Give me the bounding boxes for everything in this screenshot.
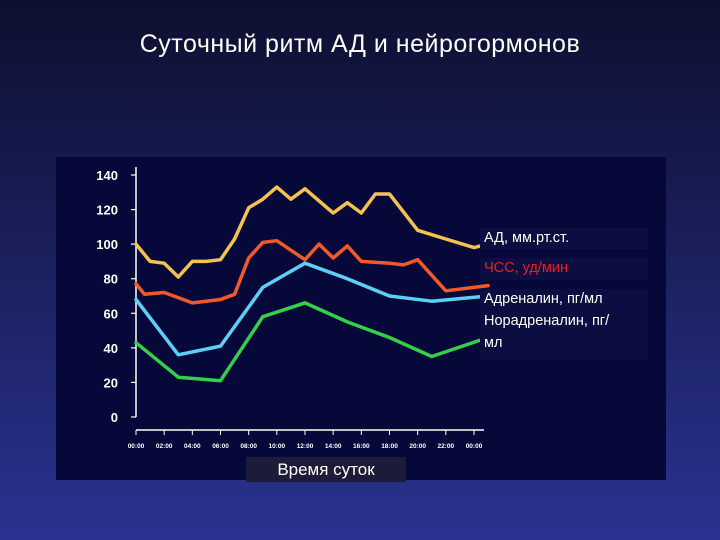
x-tick-label: 00:00 (466, 443, 483, 450)
legend-hr-box: ЧСС, уд/мин (480, 258, 648, 280)
series-line-2 (134, 261, 490, 357)
series-line-1 (134, 238, 490, 305)
x-tick-label: 22:00 (438, 443, 455, 450)
y-tick-label: 60 (104, 306, 118, 321)
x-tick-label: 18:00 (381, 443, 398, 450)
y-tick-label: 100 (96, 237, 118, 252)
x-axis-label: Время суток (246, 457, 406, 482)
y-tick-label: 80 (104, 272, 118, 287)
x-tick-label: 12:00 (297, 443, 314, 450)
legend-bp: АД, мм.рт.ст. (484, 230, 570, 246)
legend-noradrenaline: Норадреналин, пг/мл (484, 312, 610, 351)
y-tick-label: 120 (96, 203, 118, 218)
x-tick-label: 14:00 (325, 443, 342, 450)
y-tick-label: 40 (104, 341, 118, 356)
legend-hr: ЧСС, уд/мин (484, 260, 568, 276)
y-tick-label: 20 (104, 375, 118, 390)
x-tick-label: 08:00 (240, 443, 257, 450)
legend-catecholamines: Адреналин, пг/мл Норадреналин, пг/мл (480, 289, 648, 361)
x-tick-label: 06:00 (212, 443, 229, 450)
x-tick-label: 02:00 (156, 443, 173, 450)
series-line-0 (134, 185, 490, 279)
legend: АД, мм.рт.ст. (480, 228, 648, 250)
x-tick-label: 16:00 (353, 443, 370, 450)
x-tick-label: 20:00 (409, 443, 426, 450)
line-chart: 0 20 40 60 80 100 120 140 00:00 02:00 04:00 06:00 08… (96, 167, 490, 450)
y-tick-label: 0 (111, 410, 118, 425)
series-line-3 (134, 301, 490, 383)
x-tick-label: 00:00 (128, 443, 145, 450)
y-tick-label: 140 (96, 168, 118, 183)
slide-title: Суточный ритм АД и нейрогормонов (139, 30, 581, 58)
x-tick-label: 04:00 (184, 443, 201, 450)
x-tick-label: 10:00 (269, 443, 286, 450)
legend-adrenaline: Адреналин, пг/мл (484, 291, 603, 307)
